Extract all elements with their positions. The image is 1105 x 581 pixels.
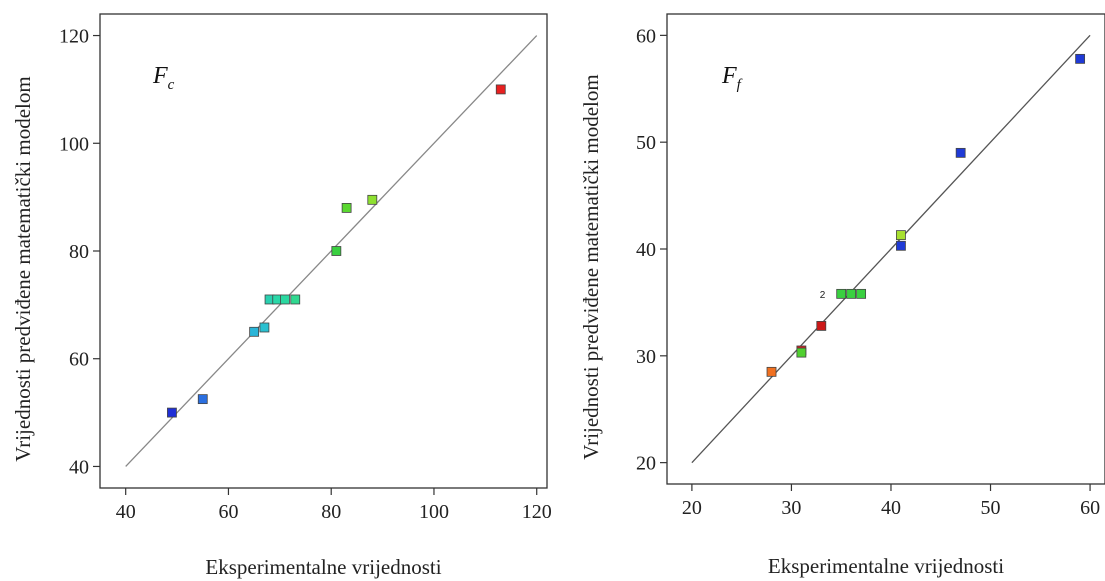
x-tick-label: 120: [522, 501, 552, 523]
data-point: [259, 322, 270, 333]
data-point: [367, 194, 378, 205]
y-axis-label: Vrijednosti predviđene matematički model…: [11, 76, 35, 461]
x-tick-label: 60: [1080, 497, 1100, 519]
x-tick-label: 40: [881, 497, 901, 519]
data-point: [856, 288, 867, 299]
x-axis-label: Eksperimentalne vrijednosti: [205, 555, 441, 579]
y-axis-label: Vrijednosti predviđene matematički model…: [579, 74, 603, 459]
data-point: [896, 230, 906, 241]
data-point: [167, 407, 177, 418]
data-point: [290, 294, 301, 305]
panel-label: Fc: [152, 63, 175, 93]
data-point: [331, 246, 342, 256]
x-tick-label: 40: [116, 501, 136, 523]
data-point: [495, 84, 506, 95]
data-point: [836, 288, 847, 299]
reference-line: [125, 35, 538, 467]
y-tick-label: 40: [69, 456, 89, 478]
y-tick-label: 100: [59, 133, 89, 155]
x-tick-label: 80: [321, 501, 341, 523]
panel-label-sub: c: [168, 77, 175, 93]
data-point: [896, 240, 906, 251]
y-tick-label: 40: [636, 239, 656, 261]
y-tick-label: 80: [69, 241, 89, 263]
x-tick-label: 50: [981, 497, 1001, 519]
data-point: [197, 394, 208, 405]
data-point: [766, 366, 777, 377]
data-point: [796, 347, 807, 358]
x-axis-label: Eksperimentalne vrijednosti: [768, 554, 1004, 578]
y-tick-label: 60: [69, 349, 89, 371]
y-tick-label: 30: [636, 346, 656, 368]
y-tick-label: 20: [636, 453, 656, 475]
data-point: [341, 203, 352, 213]
reference-line: [691, 34, 1091, 464]
x-tick-label: 100: [419, 501, 449, 523]
x-tick-label: 20: [682, 497, 702, 519]
y-tick-label: 60: [636, 25, 656, 47]
data-point: [816, 321, 827, 331]
data-point: [846, 288, 857, 299]
data-point: [1075, 53, 1086, 64]
x-tick-label: 30: [781, 497, 801, 519]
panel-label-sub: f: [737, 77, 743, 93]
chart-panel-fc: 40 60 80 100 120 40 60 80 100 120 Fc Eksperimentaln…: [11, 13, 552, 579]
x-tick-label: 60: [218, 501, 238, 523]
panel-label-main: F: [152, 63, 168, 89]
panel-label-main: F: [721, 63, 737, 89]
data-point: [280, 294, 290, 305]
point-annotation: 2: [820, 290, 826, 301]
panel-label: Ff: [721, 63, 743, 93]
data-point: [955, 147, 966, 158]
data-point: [249, 326, 260, 337]
chart-panel-ff: 20 30 40 50 60 20 30 40 50 60 2 Ff Eksperimentalne v…: [579, 13, 1105, 578]
y-tick-label: 120: [59, 26, 89, 48]
y-tick-label: 50: [636, 132, 656, 154]
